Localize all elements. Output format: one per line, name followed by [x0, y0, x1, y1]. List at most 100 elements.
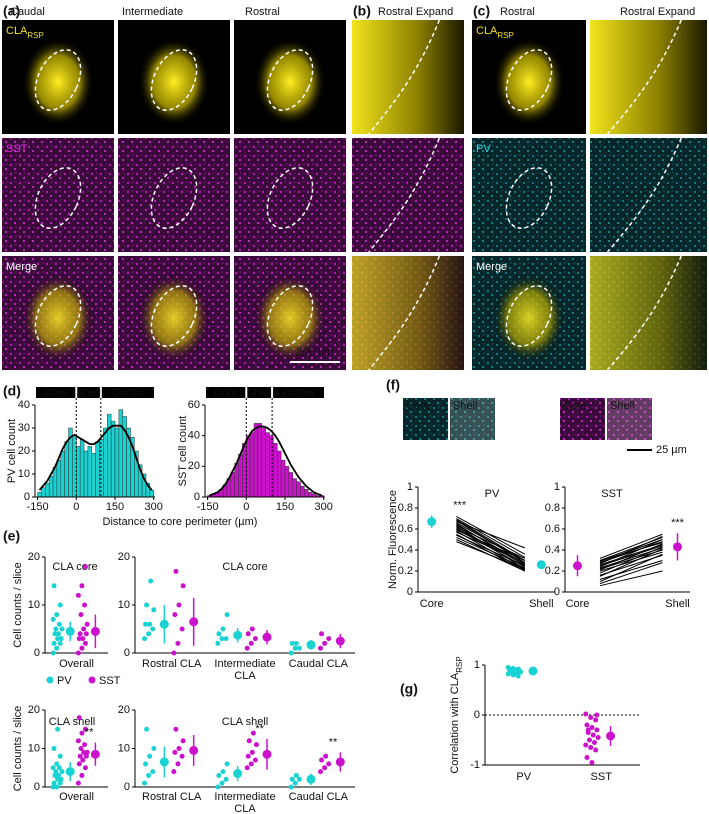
data-point [146, 772, 152, 778]
data-point [53, 769, 59, 775]
data-point [245, 631, 251, 637]
histogram-bar [253, 423, 259, 498]
histogram-bar [238, 453, 243, 498]
histogram-bar [76, 446, 81, 498]
y-tick-label: 10 [118, 599, 130, 611]
data-point [594, 712, 600, 718]
mean-marker [189, 745, 199, 755]
mean-marker [65, 767, 75, 777]
data-point [588, 715, 594, 720]
data-point [318, 645, 324, 651]
data-point [326, 636, 332, 642]
paired-line [599, 543, 663, 571]
boundary [34, 285, 82, 347]
y-tick-label: 0.8 [398, 502, 413, 514]
data-point [594, 727, 600, 733]
column-title: Rostral [500, 6, 535, 18]
data-point [54, 761, 60, 767]
region-label: Shell [76, 387, 100, 399]
legend-label: PV [57, 675, 72, 687]
x-tick-label: 0 [243, 501, 249, 513]
panel-label: (a) [3, 3, 20, 19]
image-glow [254, 274, 326, 362]
histogram-bar [41, 487, 46, 498]
data-point [180, 583, 186, 589]
y-axis-label: PV cell count [6, 419, 18, 483]
label: Correlation with CLARSP [449, 656, 464, 773]
y-axis-label: Cell counts / slice [12, 706, 24, 792]
paired-line [456, 518, 526, 558]
data-point [147, 621, 153, 627]
data-point [80, 636, 86, 642]
image-glow [352, 20, 464, 134]
y-tick-label: 40 [188, 430, 200, 442]
data-point [144, 602, 150, 608]
mean-marker [65, 626, 75, 636]
data-point [216, 772, 222, 778]
fit-curve [38, 424, 153, 491]
x-tick-label: 0 [73, 501, 79, 513]
data-point [78, 612, 84, 618]
data-point [52, 772, 58, 778]
x-axis-label: Distance to core perimeter (µm) [103, 516, 258, 528]
panel-label: (f) [386, 377, 400, 393]
data-point [51, 746, 57, 751]
image-glow [22, 274, 94, 362]
data-point [50, 784, 56, 790]
data-point [172, 612, 178, 618]
y-tick-label: 0.2 [545, 565, 560, 577]
histogram-bar [277, 450, 282, 498]
y-tick-label: 0.6 [545, 523, 560, 535]
x-tick-label: Core [565, 598, 590, 610]
y-axis-label: Cell counts / slice [12, 562, 24, 648]
data-point [223, 776, 229, 782]
data-point [248, 761, 254, 767]
data-point [318, 769, 324, 775]
boundary [368, 255, 441, 371]
data-point [173, 726, 179, 732]
data-point [55, 631, 61, 637]
image-glow [138, 38, 210, 126]
region-label: Cortex [282, 387, 315, 399]
data-point [220, 769, 226, 775]
data-point [589, 760, 595, 765]
y-tick-label: 10 [28, 599, 40, 611]
data-point [84, 621, 90, 627]
data-point [143, 761, 149, 767]
paired-line [456, 531, 526, 564]
data-point [326, 761, 332, 767]
legend-label: SST [99, 675, 121, 687]
data-point [81, 626, 87, 632]
data-point [58, 776, 64, 782]
data-point [595, 735, 601, 740]
x-tick-label: PV [516, 771, 532, 783]
histogram-bar [45, 482, 50, 498]
data-point [75, 738, 81, 744]
x-tick-label: 300 [145, 501, 163, 513]
scale-bar-label: 200 µm [297, 346, 334, 358]
image-texture [352, 138, 464, 252]
data-point [75, 592, 81, 598]
label-text: CLA [476, 25, 498, 37]
paired-line [456, 527, 526, 566]
label-text: SST [6, 143, 28, 155]
data-point [82, 742, 88, 748]
y-tick-label: 1 [407, 481, 413, 493]
data-point [220, 626, 226, 632]
data-point [249, 749, 255, 755]
region-label: Cortex [112, 387, 145, 399]
paired-line [599, 570, 663, 587]
y-tick-label: 0 [24, 491, 30, 503]
data-point [293, 640, 299, 646]
x-tick-label: SST [590, 771, 612, 783]
y-tick-label: 0 [474, 709, 480, 721]
data-point [84, 749, 90, 755]
histogram-bar [56, 459, 62, 498]
region-box [36, 387, 76, 398]
histogram-bar [79, 439, 85, 498]
data-point [50, 650, 56, 656]
paired-line [599, 560, 663, 580]
mean-marker [335, 636, 345, 646]
data-point [59, 626, 65, 632]
mean-marker [233, 769, 243, 779]
